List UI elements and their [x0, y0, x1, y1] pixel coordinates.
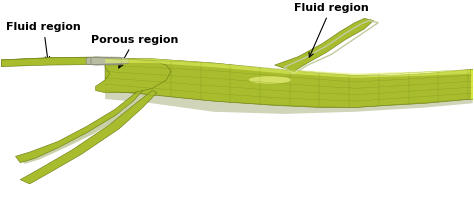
Polygon shape — [105, 86, 473, 114]
Polygon shape — [20, 91, 157, 184]
Polygon shape — [96, 59, 171, 93]
Text: Fluid region: Fluid region — [293, 3, 368, 57]
Polygon shape — [1, 57, 115, 66]
Polygon shape — [105, 59, 473, 78]
Polygon shape — [105, 59, 473, 108]
Polygon shape — [91, 57, 121, 65]
Polygon shape — [18, 89, 150, 164]
Polygon shape — [1, 57, 91, 67]
Polygon shape — [470, 69, 473, 99]
Polygon shape — [16, 86, 143, 163]
Polygon shape — [86, 57, 128, 65]
Text: Fluid region: Fluid region — [6, 22, 81, 61]
Text: Porous region: Porous region — [91, 35, 178, 68]
Ellipse shape — [249, 76, 291, 84]
Polygon shape — [275, 18, 374, 71]
Polygon shape — [0, 60, 1, 66]
